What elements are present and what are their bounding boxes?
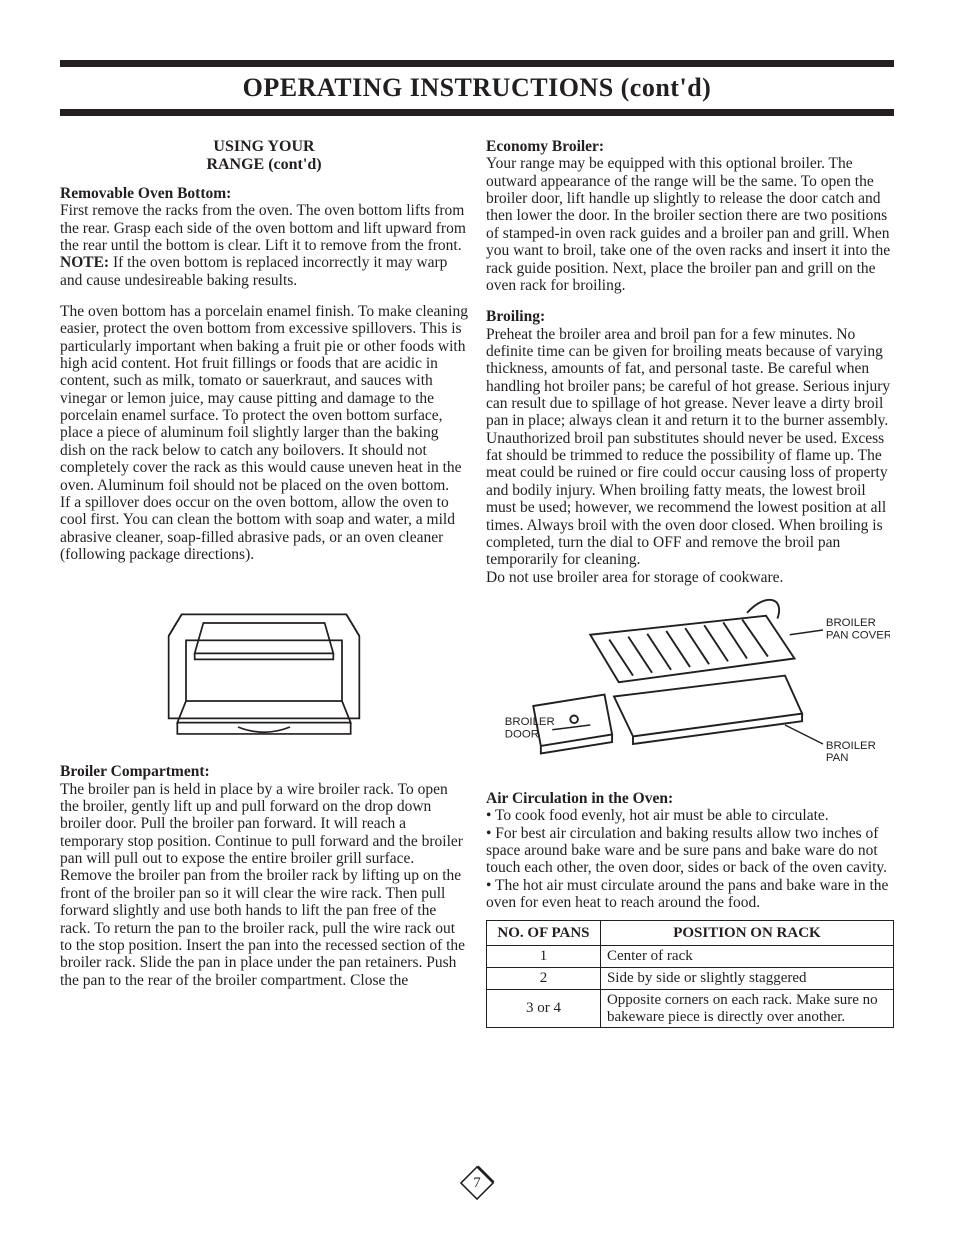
cell-position: Center of rack (600, 946, 893, 968)
oven-bottom-icon (134, 577, 394, 747)
broiling-tail: Do not use broiler area for storage of c… (486, 569, 894, 586)
removable-oven-bottom-block: Removable Oven Bottom: First remove the … (60, 185, 468, 289)
pan-position-table: NO. OF PANS POSITION ON RACK 1 Center of… (486, 920, 894, 1029)
broiling-heading: Broiling: (486, 308, 545, 325)
bottom-rule (60, 109, 894, 116)
label-broiler-door: BROILERDOOR (505, 716, 555, 740)
label-broiler-pan-cover: BROILERPAN COVER (826, 617, 890, 641)
heading-line-1: USING YOUR (213, 138, 314, 155)
broiler-compartment-block: Broiler Compartment: The broiler pan is … (60, 763, 468, 989)
table-row: 2 Side by side or slightly staggered (487, 968, 894, 990)
economy-p: Your range may be equipped with this opt… (486, 155, 890, 294)
table-row: 3 or 4 Opposite corners on each rack. Ma… (487, 989, 894, 1028)
cell-pans: 2 (487, 968, 601, 990)
page-number-ornament: 7 (459, 1165, 495, 1201)
cell-pans: 1 (487, 946, 601, 968)
removable-p3: If a spillover does occur on the oven bo… (60, 494, 468, 563)
top-rule (60, 60, 894, 67)
heading-line-2: RANGE (cont'd) (206, 156, 321, 173)
air-b2: • For best air circulation and baking re… (486, 825, 887, 877)
two-column-layout: USING YOUR RANGE (cont'd) Removable Oven… (60, 138, 894, 1028)
using-your-range-heading: USING YOUR RANGE (cont'd) (60, 138, 468, 175)
table-row: 1 Center of rack (487, 946, 894, 968)
removable-p2: The oven bottom has a porcelain enamel f… (60, 303, 468, 494)
note-label: NOTE: (60, 254, 109, 271)
cell-position: Side by side or slightly staggered (600, 968, 893, 990)
removable-heading: Removable Oven Bottom: (60, 185, 231, 202)
oven-bottom-figure (60, 577, 468, 747)
economy-heading: Economy Broiler: (486, 138, 604, 155)
economy-broiler-block: Economy Broiler: Your range may be equip… (486, 138, 894, 294)
removable-p1a: First remove the racks from the oven. Th… (60, 202, 466, 254)
manual-page: OPERATING INSTRUCTIONS (cont'd) USING YO… (0, 0, 954, 1235)
removable-p1b: If the oven bottom is replaced incorrect… (60, 254, 447, 288)
label-broiler-pan: BROILERPAN (826, 740, 876, 764)
table-header-row: NO. OF PANS POSITION ON RACK (487, 920, 894, 946)
page-title: OPERATING INSTRUCTIONS (cont'd) (60, 73, 894, 103)
col-no-of-pans: NO. OF PANS (487, 920, 601, 946)
air-b3: • The hot air must circulate around the … (486, 877, 888, 911)
col-position-on-rack: POSITION ON RACK (600, 920, 893, 946)
cell-position: Opposite corners on each rack. Make sure… (600, 989, 893, 1028)
air-b1: • To cook food evenly, hot air must be a… (486, 807, 829, 824)
broiling-p: Preheat the broiler area and broil pan f… (486, 326, 890, 569)
left-column: USING YOUR RANGE (cont'd) Removable Oven… (60, 138, 468, 1028)
right-column: Economy Broiler: Your range may be equip… (486, 138, 894, 1028)
air-heading: Air Circulation in the Oven: (486, 790, 673, 807)
air-circulation-block: Air Circulation in the Oven: • To cook f… (486, 790, 894, 912)
broiling-block: Broiling: Preheat the broiler area and b… (486, 308, 894, 568)
page-number: 7 (459, 1165, 495, 1201)
broiler-comp-p: The broiler pan is held in place by a wi… (60, 781, 465, 989)
broiler-comp-heading: Broiler Compartment: (60, 763, 210, 780)
broiler-icon: BROILERPAN COVER BROILERDOOR BROILERPAN (490, 592, 890, 782)
cell-pans: 3 or 4 (487, 989, 601, 1028)
broiler-figure: BROILERPAN COVER BROILERDOOR BROILERPAN (486, 592, 894, 782)
